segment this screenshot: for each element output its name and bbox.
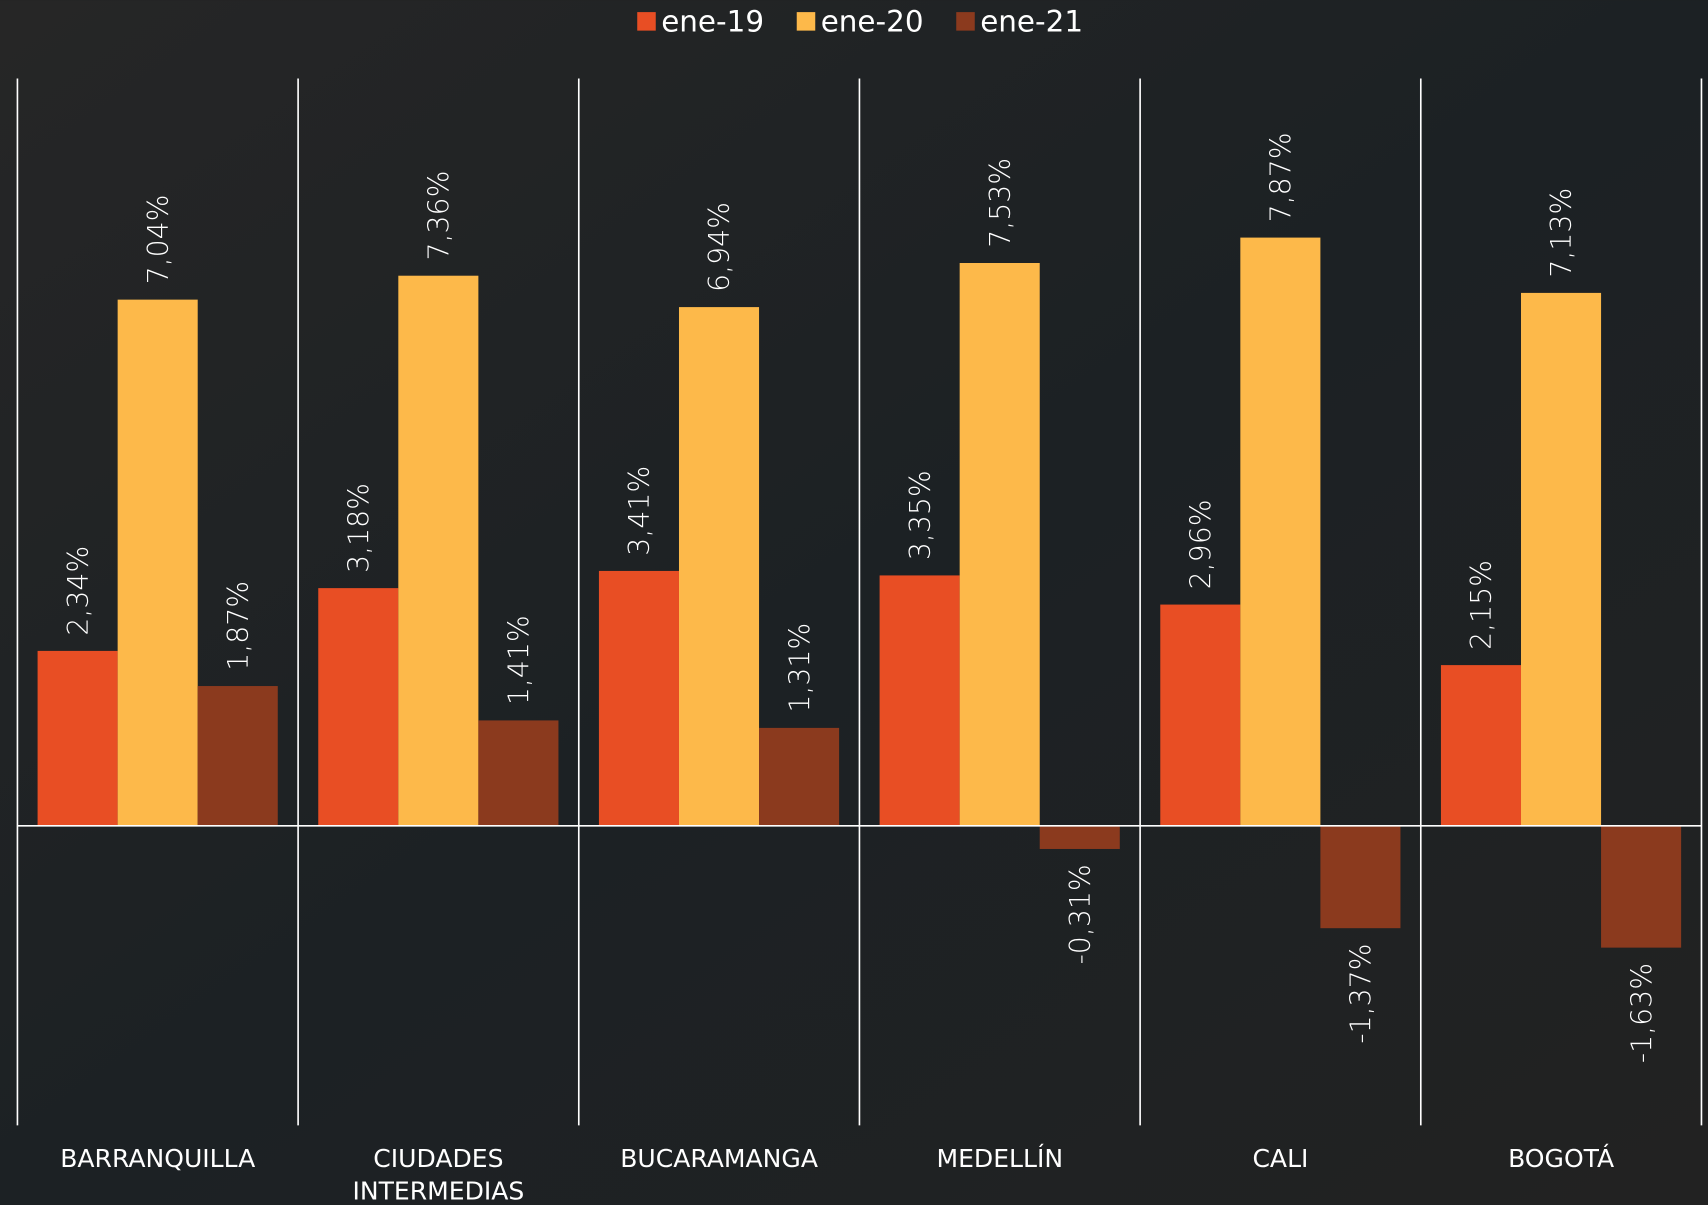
legend-swatch bbox=[796, 12, 816, 31]
value-label: 2,34% bbox=[62, 546, 95, 636]
bar bbox=[197, 686, 278, 826]
bar bbox=[1039, 825, 1120, 849]
x-tick-label: BARRANQUILLA bbox=[60, 1144, 256, 1174]
bar bbox=[759, 727, 840, 826]
value-label: -1,63% bbox=[1625, 963, 1658, 1063]
value-label: 3,41% bbox=[623, 466, 656, 556]
value-label: 7,36% bbox=[423, 171, 456, 261]
value-label: 7,53% bbox=[984, 158, 1017, 248]
x-tick-label: BUCARAMANGA bbox=[620, 1144, 818, 1174]
value-label: 2,15% bbox=[1465, 560, 1498, 650]
bar bbox=[398, 275, 479, 826]
value-label: -1,37% bbox=[1345, 943, 1378, 1043]
value-label: 6,94% bbox=[703, 202, 736, 292]
value-label: 3,35% bbox=[904, 470, 937, 560]
category-label-box: CIUDADES INTERMEDIAS bbox=[352, 1144, 525, 1205]
legend-label: ene-21 bbox=[980, 4, 1083, 38]
bar bbox=[598, 570, 679, 826]
value-label: 7,13% bbox=[1545, 188, 1578, 278]
value-label: 1,31% bbox=[783, 623, 816, 713]
bar bbox=[879, 575, 960, 826]
bar bbox=[37, 650, 118, 826]
bar bbox=[678, 307, 760, 826]
x-tick-label: BOGOTÁ bbox=[1508, 1144, 1615, 1174]
bar bbox=[318, 588, 399, 826]
bar bbox=[1320, 825, 1401, 929]
bar bbox=[1601, 825, 1682, 948]
category-label-box: MEDELLÍN bbox=[936, 1144, 1064, 1174]
value-label: 1,87% bbox=[222, 581, 255, 671]
value-label: -0,31% bbox=[1064, 864, 1097, 964]
legend-swatch bbox=[956, 12, 975, 31]
category-label-box: BARRANQUILLA bbox=[60, 1144, 256, 1174]
bar bbox=[1160, 604, 1241, 826]
value-label: 7,04% bbox=[142, 194, 175, 284]
value-label: 3,18% bbox=[342, 483, 375, 573]
x-tick-label: CALI bbox=[1252, 1144, 1309, 1174]
value-label: 7,87% bbox=[1265, 132, 1298, 222]
legend-label: ene-20 bbox=[821, 4, 924, 38]
category-label-box: BUCARAMANGA bbox=[620, 1144, 818, 1174]
x-tick-label: CIUDADES INTERMEDIAS bbox=[352, 1144, 525, 1205]
bar bbox=[117, 299, 198, 826]
bar bbox=[1440, 665, 1522, 826]
category-label-box: CALI bbox=[1252, 1144, 1309, 1174]
bar bbox=[959, 263, 1040, 826]
x-tick-label: MEDELLÍN bbox=[936, 1144, 1064, 1174]
category-label-box: BOGOTÁ bbox=[1508, 1144, 1615, 1174]
legend-label: ene-19 bbox=[661, 4, 764, 38]
value-label: 2,96% bbox=[1184, 499, 1217, 589]
bar bbox=[1521, 292, 1602, 826]
bar bbox=[1240, 237, 1321, 826]
bar bbox=[478, 720, 559, 826]
legend-swatch bbox=[637, 12, 656, 31]
value-label: 1,41% bbox=[503, 615, 536, 705]
